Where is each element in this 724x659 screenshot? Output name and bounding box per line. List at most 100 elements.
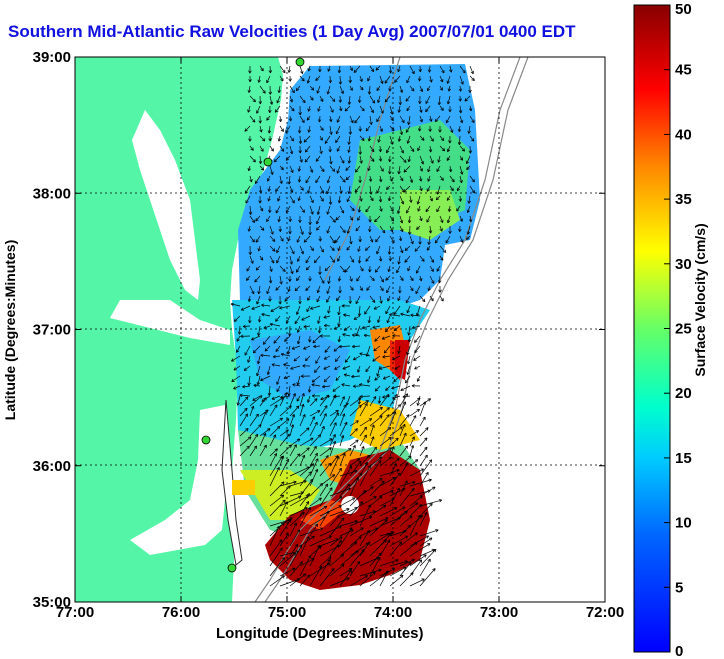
vector-arrow bbox=[289, 466, 310, 477]
vector-arrowhead bbox=[240, 307, 245, 311]
vector-arrow bbox=[273, 335, 281, 344]
vector-arrowhead bbox=[398, 237, 403, 242]
vector-arrowhead bbox=[391, 568, 396, 572]
vector-arrow bbox=[373, 345, 381, 352]
vector-arrow bbox=[329, 195, 332, 205]
vector-arrow bbox=[419, 115, 423, 123]
vector-arrow bbox=[339, 85, 344, 94]
vector-arrowhead bbox=[352, 344, 356, 349]
vector-arrowhead bbox=[275, 348, 279, 352]
vector-arrowhead bbox=[411, 88, 415, 92]
vector-arrowhead bbox=[335, 130, 339, 135]
vector-arrow bbox=[404, 255, 411, 263]
vector-arrowhead bbox=[298, 112, 302, 116]
vector-arrow bbox=[309, 523, 318, 537]
vector-arrow bbox=[299, 125, 301, 134]
vector-arrowhead bbox=[268, 109, 272, 113]
vector-arrowhead bbox=[300, 374, 304, 378]
vector-arrow bbox=[256, 365, 261, 377]
vector-arrow bbox=[279, 533, 289, 547]
vector-arrow bbox=[399, 432, 407, 447]
vector-arrow bbox=[342, 333, 351, 337]
vector-arrowhead bbox=[410, 313, 414, 317]
vector-arrowhead bbox=[338, 496, 343, 500]
vector-arrowhead bbox=[301, 209, 305, 213]
vector-arrow bbox=[439, 245, 447, 253]
vector-arrow bbox=[298, 195, 301, 201]
vector-arrowhead bbox=[420, 161, 425, 165]
vector-arrowhead bbox=[298, 545, 303, 549]
vector-arrow bbox=[379, 165, 384, 172]
vector-arrowhead bbox=[346, 508, 350, 512]
vector-arrow bbox=[396, 265, 401, 273]
vector-arrowhead bbox=[457, 128, 462, 133]
vector-arrowhead bbox=[378, 552, 382, 556]
vector-arrow bbox=[342, 365, 351, 370]
vector-arrowhead bbox=[458, 110, 463, 114]
vector-arrow bbox=[288, 385, 291, 396]
vector-arrow bbox=[248, 375, 251, 386]
vector-arrow bbox=[393, 325, 401, 331]
vector-arrow bbox=[358, 305, 361, 317]
vector-arrow bbox=[348, 135, 351, 145]
vector-arrowhead bbox=[436, 191, 440, 195]
vector-arrowhead bbox=[276, 381, 280, 385]
vector-arrow bbox=[299, 493, 310, 507]
vector-arrow bbox=[288, 285, 291, 292]
vector-arrowhead bbox=[326, 91, 330, 95]
vector-arrowhead bbox=[462, 69, 466, 74]
vector-arrow bbox=[417, 205, 421, 212]
vector-arrow bbox=[394, 365, 401, 370]
vector-arrowhead bbox=[306, 80, 311, 84]
vector-arrowhead bbox=[250, 147, 254, 151]
vector-arrow bbox=[409, 468, 424, 477]
vector-arrowhead bbox=[309, 478, 314, 483]
vector-arrowhead bbox=[414, 366, 418, 370]
vector-arrowhead bbox=[288, 118, 293, 122]
vector-arrow bbox=[397, 295, 401, 301]
vector-arrow bbox=[293, 355, 301, 362]
vector-arrowhead bbox=[323, 413, 327, 417]
vector-arrowhead bbox=[255, 239, 259, 243]
vector-arrow bbox=[260, 354, 271, 357]
vector-arrowhead bbox=[301, 393, 305, 397]
vector-arrowhead bbox=[390, 218, 394, 222]
vector-arrow bbox=[409, 285, 414, 292]
vector-arrow bbox=[409, 514, 421, 537]
vector-arrowhead bbox=[377, 400, 382, 404]
vector-arrowhead bbox=[311, 383, 315, 387]
vector-arrow bbox=[359, 285, 363, 291]
vector-arrowhead bbox=[309, 169, 314, 173]
vector-arrow bbox=[258, 245, 261, 252]
vector-arrow bbox=[251, 305, 261, 310]
vector-arrowhead bbox=[329, 438, 333, 442]
vector-arrowhead bbox=[389, 313, 393, 317]
vector-arrow bbox=[379, 275, 384, 283]
vector-arrowhead bbox=[294, 320, 298, 325]
vector-arrow bbox=[399, 275, 404, 281]
colorbar-tick-label: 45 bbox=[675, 62, 692, 79]
colorbar-tick-label: 50 bbox=[675, 1, 692, 18]
vector-arrowhead bbox=[372, 299, 376, 303]
vector-arrow bbox=[379, 75, 384, 84]
vector-arrowhead bbox=[338, 344, 342, 349]
vector-arrow bbox=[284, 335, 291, 342]
vector-arrow bbox=[333, 325, 341, 330]
vector-arrowhead bbox=[287, 392, 291, 396]
vector-arrowhead bbox=[419, 119, 423, 123]
vector-arrow bbox=[252, 345, 261, 354]
vector-arrowhead bbox=[456, 187, 461, 192]
vector-arrow bbox=[284, 295, 291, 302]
vector-arrowhead bbox=[268, 138, 272, 142]
vector-arrowhead bbox=[269, 101, 274, 105]
vector-arrowhead bbox=[320, 249, 324, 253]
vector-arrowhead bbox=[380, 279, 384, 283]
vector-arrow bbox=[399, 462, 409, 477]
vector-arrowhead bbox=[298, 495, 302, 499]
vector-arrowhead bbox=[263, 411, 267, 415]
vector-arrow bbox=[419, 529, 439, 537]
vector-arrow bbox=[385, 275, 391, 281]
x-axis-ticks: 77:00 76:00 75:00 74:00 73:00 72:00 bbox=[56, 57, 624, 621]
vector-arrowhead bbox=[282, 268, 286, 272]
vector-arrow bbox=[299, 205, 305, 213]
